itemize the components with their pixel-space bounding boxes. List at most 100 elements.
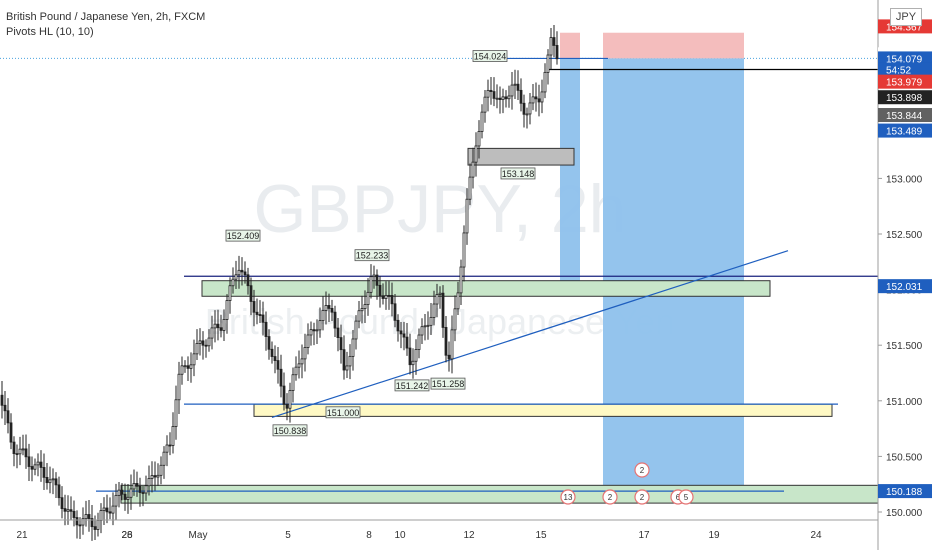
candle-body [150,475,154,479]
candle-body [180,365,184,375]
x-tick-label: 21 [16,530,28,541]
pivot-label-box [500,167,536,180]
candle-body [441,292,445,328]
candle-body [39,461,43,468]
candle-body [45,476,49,484]
candle-body [282,385,286,405]
candle-body [204,344,208,347]
candle-body [471,161,475,178]
candle-body [216,323,220,329]
candle-body [60,497,64,509]
candle-body [522,102,526,115]
candle-body [159,464,163,476]
candle-body [3,404,7,412]
candle-body [165,444,169,453]
candle-body [495,97,499,100]
zone-gray [467,147,575,166]
candle-body [147,478,151,487]
candle-body [75,517,79,526]
price-label-box [878,90,932,105]
pivot-label-box [472,50,508,62]
candle-body [183,365,187,368]
candle-body [126,496,130,500]
candle-body [360,308,364,312]
candle-body [513,83,517,86]
candle-body [108,511,112,514]
candle-body [315,329,319,332]
currency-badge[interactable]: JPY [890,8,922,26]
price-label: 154.367 [886,22,923,33]
candle-body [297,363,301,368]
candle-body [168,444,172,447]
candle-body [69,509,73,512]
price-label: 153.979 [886,78,923,89]
candle-body [477,131,481,147]
candle-body [57,484,61,499]
price-label: 154.079 [886,54,923,65]
candle-body [195,343,199,355]
candle-body [489,89,493,92]
candle-body [48,479,52,484]
candle-body [483,96,487,113]
pivot-label: 151.000 [327,408,360,418]
legend-title: British Pound / Japanese Yen, 2h, FXCM [6,11,206,23]
candle-body [549,37,553,56]
x-tick-label: 15 [535,530,547,541]
legend-indicator: Pivots HL (10, 10) [6,26,94,38]
candle-body [387,294,391,297]
candle-body [129,488,133,498]
x-tick-label: 28 [121,530,133,541]
price-label-box [878,74,932,89]
candle-body [201,340,205,346]
candle-body [405,336,409,349]
candle-body [531,96,535,104]
candle-body [153,475,157,478]
candle-body [114,494,118,507]
price-label: 152.031 [886,282,923,293]
candle-body [117,489,121,496]
candle-body [264,321,268,337]
pivot-label: 152.233 [356,251,389,261]
candle-body [261,314,265,323]
candle-body [462,232,466,268]
candle-body [324,305,328,311]
candle-body [426,324,430,327]
chart-legend: British Pound / Japanese Yen, 2h, FXCM P… [6,10,205,40]
event-marker-label: 2 [640,493,645,502]
candle-body [99,510,103,521]
candle-body [54,478,58,486]
candle-body [102,507,106,511]
candle-body [12,441,16,455]
candle-body [210,327,214,339]
candle-body [381,295,385,299]
candle-body [87,514,91,519]
candle-body [435,294,439,305]
candle-body [510,84,514,97]
candle-body [291,374,295,391]
candle-body [498,97,502,100]
candle-body [270,348,274,357]
candle-body [423,325,427,328]
candle-body [258,314,262,316]
pivot-label: 151.258 [432,379,465,389]
candle-body [351,338,355,357]
position-target-zone [603,58,744,492]
price-label-box [878,123,932,138]
candle-body [429,316,433,326]
zone-green [201,280,771,297]
candle-body [90,518,94,528]
candle-body [174,399,178,427]
candle-body [555,45,559,60]
candle-body [459,266,463,294]
candle-body [6,410,10,424]
candle-body [213,323,217,329]
x-tick-label: 17 [638,530,650,541]
candle-body [285,403,289,409]
candle-body [402,333,406,338]
candle-body [18,448,22,455]
candle-body [327,305,331,309]
position-stop-zone [560,32,580,59]
pivot-label: 153.148 [502,169,535,179]
